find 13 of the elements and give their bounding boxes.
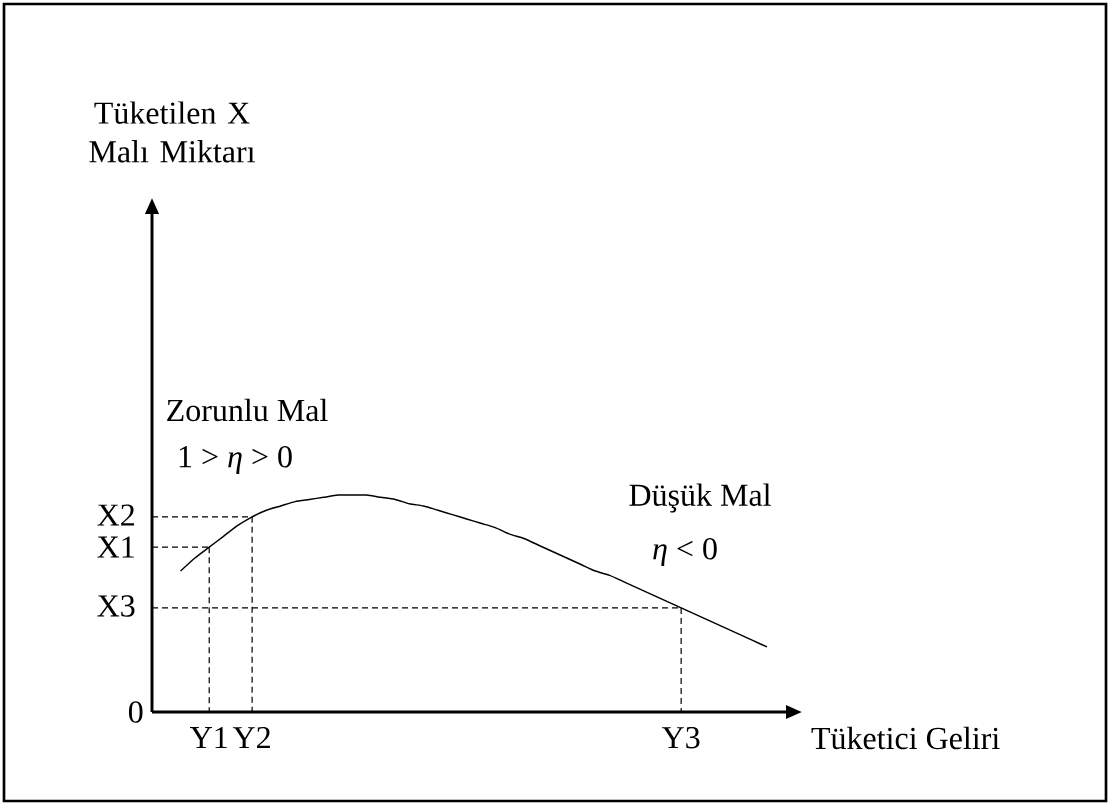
annotation: η < 0 (653, 537, 717, 567)
x-tick-label: Y2 (232, 726, 270, 749)
text: 0 (128, 701, 143, 723)
text: 1 > η > 0 (179, 445, 292, 475)
x-tick-label: Y3 (661, 726, 700, 749)
x-axis-title: Tüketici Geliri (811, 726, 1000, 750)
text: Tüketilen X Malı Miktarı (89, 101, 255, 163)
text: X1 (97, 536, 134, 558)
text: X2 (97, 504, 134, 526)
text: Zorunlu Mal (167, 398, 328, 422)
text: X3 (97, 595, 135, 617)
x-tick-label: Y1 (190, 726, 227, 749)
annotation: Düşük Mal (629, 483, 771, 513)
